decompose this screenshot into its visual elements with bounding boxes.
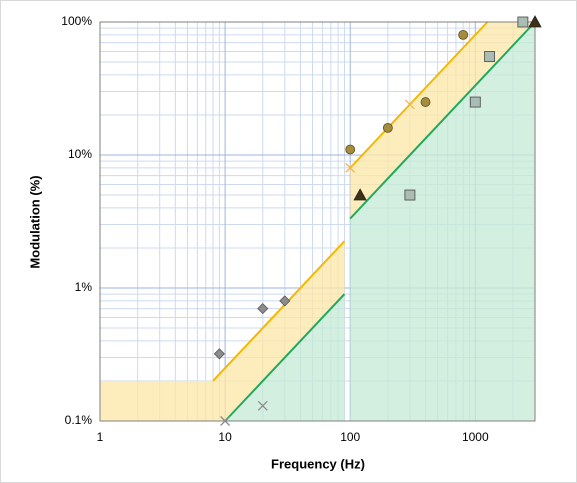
x-marker [257,400,268,411]
y-tick-label: 1% [75,280,93,294]
x-tick-label: 10 [218,430,232,444]
x-axis-title: Frequency (Hz) [271,456,365,471]
y-tick-label: 100% [61,14,92,28]
circle-marker [382,122,393,133]
plot-frame [99,21,536,422]
square-marker [484,51,496,62]
y-axis-title: Modulation (%) [27,175,42,268]
square-marker [517,16,529,28]
region [350,22,535,421]
circle-marker [458,29,469,40]
circle-marker [345,144,356,155]
diamond-marker [257,303,269,315]
circle-marker [420,97,431,107]
diamond-marker [279,295,291,307]
y-tick-label: 10% [68,147,92,161]
x-tick-label: 1000 [462,430,489,444]
x-marker [345,162,356,173]
x-marker [404,99,415,110]
x-tick-label: 100 [340,430,360,444]
boundary-line [212,21,489,382]
diamond-marker [213,348,225,360]
region [100,241,345,421]
boundary-line [224,21,536,422]
triangle-marker [528,15,542,28]
square-marker [404,189,416,201]
x-marker [220,416,231,426]
x-tick-label: 1 [97,430,104,444]
square-marker [469,96,481,108]
triangle-marker [353,188,367,201]
y-tick-label: 0.1% [65,413,93,427]
